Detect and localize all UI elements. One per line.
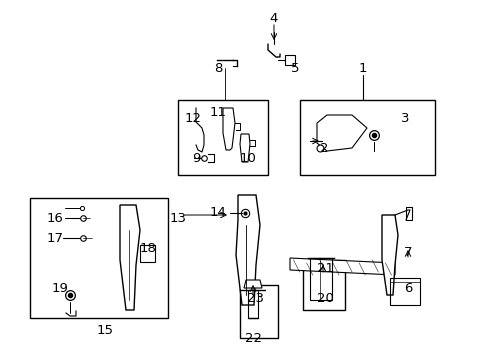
Text: 7: 7 <box>403 247 411 260</box>
Text: 9: 9 <box>191 152 200 165</box>
Text: 14: 14 <box>209 207 226 220</box>
Polygon shape <box>289 258 394 275</box>
Text: 1: 1 <box>358 62 366 75</box>
Text: 11: 11 <box>209 107 226 120</box>
Text: 10: 10 <box>239 152 256 165</box>
Text: 12: 12 <box>184 112 201 125</box>
Bar <box>178 100 267 175</box>
Polygon shape <box>381 215 397 295</box>
Text: 23: 23 <box>246 292 263 305</box>
Polygon shape <box>244 280 262 288</box>
Bar <box>303 260 345 310</box>
Text: 17: 17 <box>46 231 63 244</box>
Bar <box>309 258 331 300</box>
Polygon shape <box>240 134 249 162</box>
Polygon shape <box>236 195 260 305</box>
Text: 22: 22 <box>244 332 261 345</box>
Bar <box>240 285 278 338</box>
Text: 8: 8 <box>213 62 222 75</box>
Text: 4: 4 <box>269 12 278 24</box>
Text: 13: 13 <box>169 211 186 225</box>
Text: 6: 6 <box>403 282 411 294</box>
Bar <box>389 278 419 305</box>
Text: 18: 18 <box>139 242 156 255</box>
Bar <box>247 290 258 318</box>
Bar <box>30 198 168 318</box>
Text: 21: 21 <box>316 261 333 274</box>
Text: 5: 5 <box>290 62 299 75</box>
Text: 3: 3 <box>400 112 408 125</box>
Bar <box>140 245 155 262</box>
Polygon shape <box>120 205 140 310</box>
Text: 15: 15 <box>96 324 113 337</box>
Text: 19: 19 <box>51 282 68 294</box>
Bar <box>299 100 434 175</box>
Polygon shape <box>223 108 235 150</box>
Polygon shape <box>405 207 411 220</box>
Polygon shape <box>316 115 366 151</box>
Bar <box>285 55 294 65</box>
Text: 16: 16 <box>46 211 63 225</box>
Text: 20: 20 <box>316 292 333 305</box>
Text: 2: 2 <box>319 141 327 154</box>
